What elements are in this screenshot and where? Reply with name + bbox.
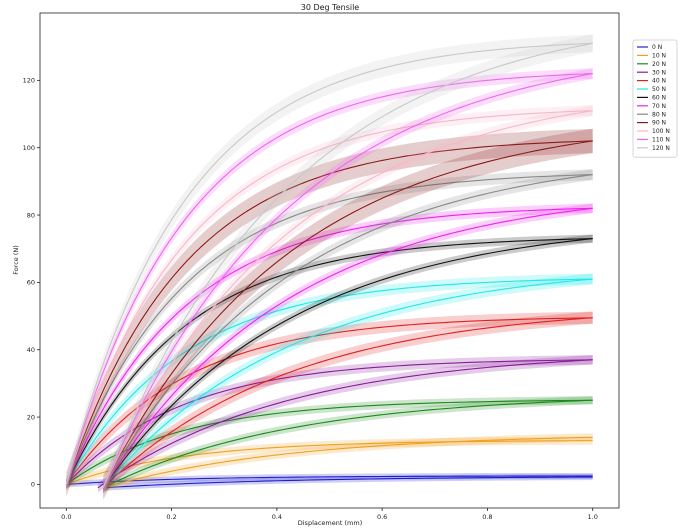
series-unloading-line (102, 42, 593, 489)
legend: 0 N10 N20 N30 N40 N50 N60 N70 N80 N90 N1… (632, 39, 678, 158)
series-unloading-line (102, 140, 593, 489)
x-tick-label: 0.8 (482, 513, 492, 521)
legend-label: 60 N (652, 95, 666, 102)
series-10 (65, 105, 593, 494)
x-tick-label: 0.6 (377, 513, 387, 521)
series-loading-line (66, 399, 593, 485)
x-tick-label: 0.4 (272, 513, 282, 521)
series-8 (65, 169, 593, 494)
x-tick-label: 0.2 (166, 513, 176, 521)
legend-label: 40 N (652, 78, 666, 85)
series-loading-line (65, 207, 593, 485)
x-tick-label: 0.0 (61, 513, 71, 521)
legend-label: 0 N (652, 44, 662, 51)
y-axis-label: Force (N) (12, 245, 20, 275)
y-tick-label: 40 (27, 346, 35, 354)
legend-label: 30 N (652, 69, 666, 76)
series-2 (66, 396, 593, 492)
series-6 (65, 234, 593, 492)
series-loading-line (65, 110, 593, 485)
legend-box (632, 39, 678, 158)
series-loading-line (66, 440, 593, 485)
series-band (103, 396, 593, 492)
series-unloading-line (102, 73, 593, 489)
x-axis-label: Displacement (mm) (298, 519, 363, 527)
series-12 (65, 34, 593, 497)
series-loading-line (65, 238, 593, 485)
series-unloading-line (103, 476, 593, 489)
series-3 (65, 355, 593, 493)
y-tick-label: 0 (31, 481, 35, 489)
series-unloading-line (97, 359, 593, 489)
legend-label: 90 N (652, 120, 666, 127)
legend-label: 110 N (652, 137, 670, 144)
series-unloading-line (102, 174, 593, 489)
series-9 (65, 128, 593, 500)
series-unloading-line (102, 238, 593, 489)
series-band (97, 355, 593, 493)
series-loading-line (65, 140, 593, 485)
series-unloading-line (102, 399, 593, 489)
series-11 (65, 68, 593, 494)
series-unloading-line (102, 317, 593, 489)
series-unloading-line (102, 278, 593, 489)
series-unloading-line (103, 436, 593, 489)
y-tick-label: 60 (27, 279, 35, 287)
legend-label: 10 N (652, 53, 666, 60)
series-loading-line (66, 475, 593, 485)
series-loading-line (65, 359, 593, 485)
legend-label: 50 N (652, 86, 666, 93)
series-0 (66, 472, 593, 491)
legend-label: 100 N (652, 128, 670, 135)
series-1 (66, 433, 593, 492)
series-loading-line (65, 317, 593, 485)
y-tick-label: 20 (27, 413, 35, 421)
series-band (66, 436, 593, 489)
legend-label: 70 N (652, 103, 666, 110)
series-loading-line (65, 73, 593, 485)
x-tick-label: 1.0 (588, 513, 598, 521)
series-4 (65, 311, 593, 494)
series-loading-line (65, 174, 593, 485)
series-band (103, 433, 593, 492)
plot-area (65, 34, 593, 500)
series-loading-line (65, 42, 593, 485)
axis-ticks: 0.0 0.2 0.4 0.6 0.8 1.0 0 20 40 60 80 100 120 (23, 77, 598, 521)
legend-label: 80 N (652, 111, 666, 118)
y-tick-label: 100 (23, 144, 35, 152)
y-tick-label: 80 (27, 211, 35, 219)
legend-label: 20 N (652, 61, 666, 68)
series-band (103, 311, 593, 494)
series-unloading-line (102, 207, 593, 489)
series-7 (65, 203, 593, 493)
chart-title: 30 Deg Tensile (301, 3, 360, 12)
plot-frame (39, 12, 620, 509)
legend-label: 120 N (652, 145, 670, 152)
series-unloading-line (102, 110, 593, 489)
y-tick-label: 120 (23, 77, 35, 85)
